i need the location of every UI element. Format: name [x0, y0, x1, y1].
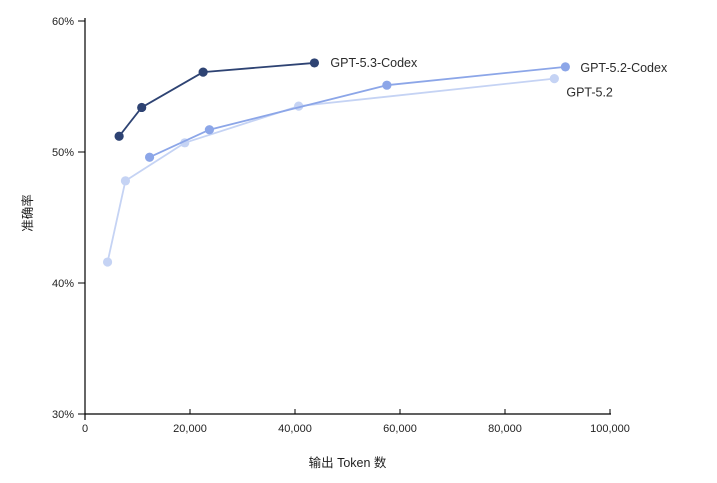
- x-tick-label: 0: [82, 423, 88, 435]
- point-gpt-5.2: [102, 257, 113, 267]
- line-gpt-5.2-codex: [148, 65, 567, 159]
- x-tick-label: 20,000: [173, 423, 207, 435]
- point-gpt-5.2-codex: [560, 62, 570, 72]
- x-tick-label: 100,000: [590, 423, 630, 435]
- line-gpt-5.2: [106, 77, 556, 263]
- point-gpt-5.3-codex: [114, 131, 124, 141]
- point-gpt-5.3-codex: [198, 67, 208, 77]
- y-tick-label: 30%: [52, 409, 74, 421]
- point-gpt-5.2: [120, 176, 131, 186]
- y-tick-label: 40%: [52, 278, 74, 290]
- series-label-gpt-5.2-codex: GPT-5.2-Codex: [580, 61, 668, 75]
- x-axis-title: 输出 Token 数: [309, 455, 387, 470]
- series-label-gpt-5.2: GPT-5.2: [566, 86, 613, 100]
- point-gpt-5.2-codex: [204, 125, 215, 135]
- point-gpt-5.2-codex: [382, 80, 392, 90]
- point-gpt-5.2: [549, 74, 559, 84]
- line-gpt-5.3-codex: [118, 62, 316, 138]
- x-tick-label: 80,000: [488, 423, 522, 435]
- point-gpt-5.2-codex: [144, 152, 155, 162]
- x-tick-label: 40,000: [278, 423, 312, 435]
- series-label-gpt-5.3-codex: GPT-5.3-Codex: [330, 56, 418, 70]
- x-tick-label: 60,000: [383, 423, 417, 435]
- point-gpt-5.3-codex: [309, 58, 320, 68]
- y-tick-label: 60%: [52, 16, 74, 28]
- point-gpt-5.3-codex: [137, 102, 147, 113]
- y-axis-title: 准确率: [20, 194, 35, 232]
- y-tick-label: 50%: [52, 147, 74, 159]
